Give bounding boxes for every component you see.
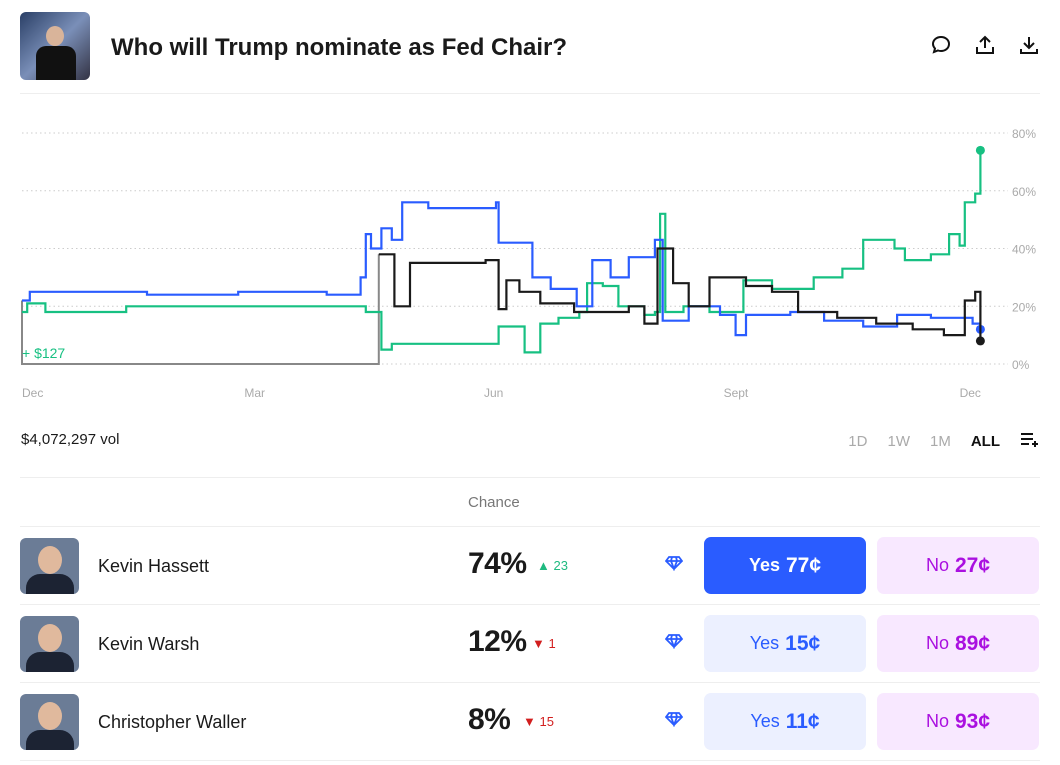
position-label: + $127 [22, 345, 65, 361]
table-header: Chance [20, 477, 1040, 527]
diamond-icon[interactable] [664, 711, 684, 728]
time-range-selector: 1D 1W 1M ALL [848, 431, 1040, 451]
y-tick-label: 60% [1012, 185, 1036, 199]
buy-no-button[interactable]: No 89¢ [877, 615, 1039, 672]
candidate-name: Kevin Hassett [98, 556, 210, 576]
yes-price: 15¢ [785, 631, 821, 655]
no-price: 27¢ [954, 553, 991, 577]
diamond-icon[interactable] [664, 633, 684, 650]
chance-value: 12% [468, 625, 527, 658]
no-price: 89¢ [954, 631, 991, 655]
buy-yes-button[interactable]: Yes 15¢ [704, 615, 866, 672]
share-icon[interactable] [974, 34, 996, 56]
candidate-avatar [20, 616, 79, 672]
chart-settings-icon[interactable] [1020, 431, 1040, 451]
buy-no-button[interactable]: No 93¢ [877, 693, 1039, 750]
series-endpoint-hassett [975, 145, 985, 155]
yes-label: Yes [750, 711, 780, 731]
position-line [21, 254, 380, 365]
candidate-name: Christopher Waller [98, 712, 247, 732]
change-value: 1 [548, 636, 556, 651]
triangle-down-icon: ▼ [532, 636, 545, 651]
market-image [20, 12, 90, 80]
header: Who will Trump nominate as Fed Chair? [20, 12, 1040, 94]
price-history-chart[interactable]: 80% 60% 40% 20% 0% Dec Mar Jun Sept Dec + $127 [0, 100, 1060, 410]
triangle-down-icon: ▼ [523, 714, 536, 729]
page-title: Who will Trump nominate as Fed Chair? [111, 34, 568, 61]
candidate-avatar [20, 694, 79, 750]
x-tick-label: Dec [960, 386, 981, 400]
buy-yes-button[interactable]: Yes 11¢ [704, 693, 866, 750]
x-tick-label: Mar [244, 386, 265, 400]
yes-label: Yes [749, 633, 780, 653]
yes-price: 77¢ [786, 553, 822, 577]
chance-change: ▼ 15 [523, 714, 554, 729]
yes-label: Yes [748, 555, 780, 575]
chance-value: 8% [468, 703, 511, 736]
no-label: No [925, 555, 949, 575]
volume: $4,072,297 vol [21, 431, 120, 448]
chance-change: ▼ 1 [532, 636, 556, 651]
range-1m[interactable]: 1M [929, 432, 951, 450]
series-line-waller [378, 247, 982, 341]
series-endpoint-waller [975, 336, 985, 346]
candidate-avatar [20, 538, 79, 594]
outcome-row[interactable]: Kevin Warsh 12% ▼ 1 Yes 15¢ No 89¢ [20, 605, 1040, 683]
y-tick-label: 40% [1012, 243, 1036, 257]
x-tick-label: Dec [22, 386, 43, 400]
chance-change: ▲ 23 [537, 558, 568, 573]
download-icon[interactable] [1018, 34, 1040, 56]
y-tick-label: 20% [1012, 300, 1036, 314]
no-price: 93¢ [954, 709, 991, 733]
yes-price: 11¢ [785, 709, 820, 733]
range-1d[interactable]: 1D [848, 432, 868, 450]
buy-yes-button[interactable]: Yes 77¢ [704, 537, 866, 594]
no-label: No [925, 633, 949, 653]
series-line-hassett [22, 150, 982, 354]
change-value: 15 [539, 714, 554, 729]
outcome-row[interactable]: Kevin Hassett 74% ▲ 23 Yes 77¢ No 27¢ [20, 527, 1040, 605]
buy-no-button[interactable]: No 27¢ [877, 537, 1039, 594]
candidate-name: Kevin Warsh [98, 634, 200, 654]
outcome-row[interactable]: Christopher Waller 8% ▼ 15 Yes 11¢ No 93¢ [20, 683, 1040, 761]
diamond-icon[interactable] [664, 555, 684, 572]
no-label: No [925, 711, 949, 731]
y-tick-label: 80% [1012, 127, 1036, 141]
triangle-up-icon: ▲ [537, 558, 550, 573]
y-tick-label: 0% [1012, 358, 1030, 372]
x-tick-label: Sept [724, 386, 749, 400]
range-1w[interactable]: 1W [887, 432, 910, 450]
range-all[interactable]: ALL [970, 432, 1000, 450]
chance-column-header: Chance [468, 494, 520, 511]
comment-icon[interactable] [930, 34, 952, 56]
chance-value: 74% [468, 547, 527, 580]
x-tick-label: Jun [484, 386, 503, 400]
change-value: 23 [553, 558, 568, 573]
